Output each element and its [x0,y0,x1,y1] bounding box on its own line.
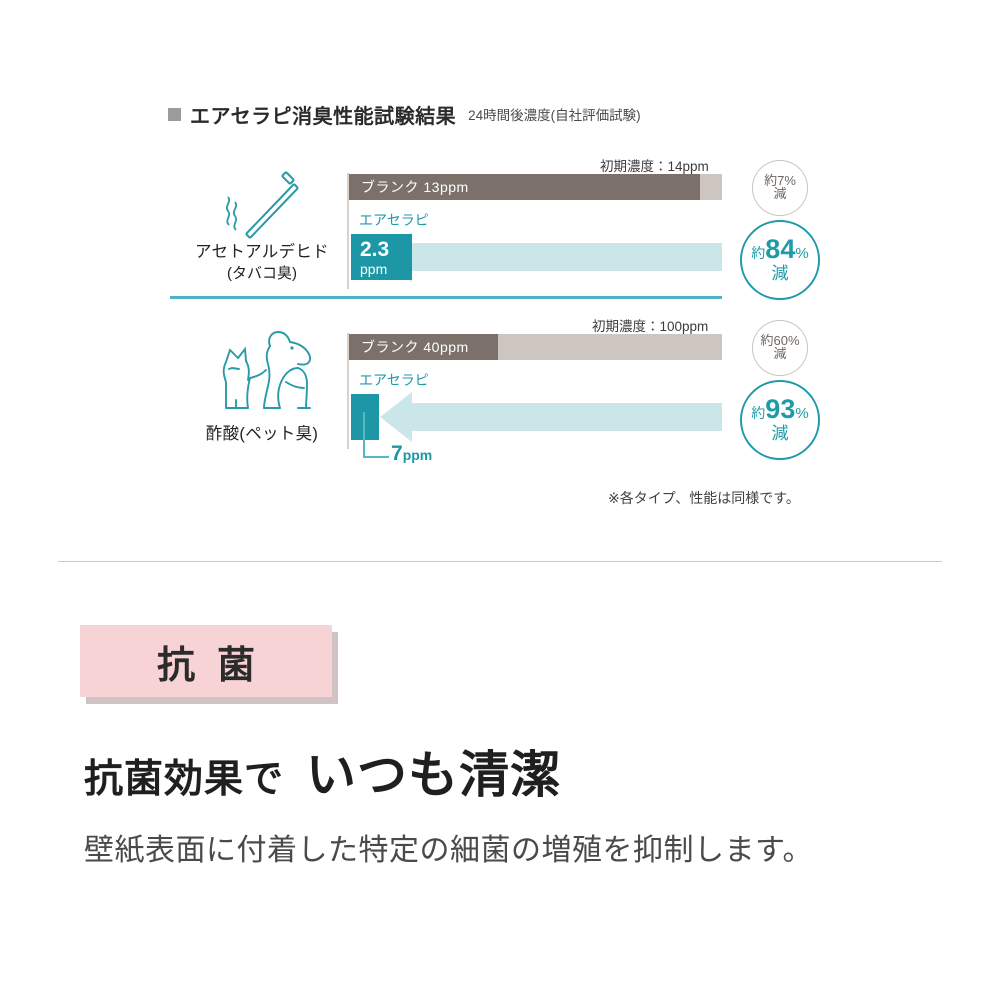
air-therapy-bar-2 [351,394,379,440]
badge-percent-air-1: % [795,244,809,262]
air-therapy-unit-1: ppm [360,261,388,277]
section-separator [58,561,942,562]
air-therapy-label-1: エアセラピ [359,212,429,228]
badge-percent-air-2: % [795,404,809,422]
air-therapy-bar-1: 2.3 ppm [351,234,412,280]
reduction-badge-blank-2: 約60% 減 [752,320,808,376]
cigarette-icon [216,168,308,245]
reduction-badge-blank-1: 約7% 減 [752,160,808,216]
antibacterial-badge-wrap: 抗菌 [80,625,338,704]
blank-bar-1: ブランク 13ppm [349,174,700,200]
antibacterial-badge-label: 抗菌 [156,644,277,687]
initial-concentration-caption-2: 初期濃度：100ppm [592,319,709,334]
axis-baseline-2 [347,333,349,449]
antibacterial-headline: 抗菌効果で いつも清潔 [84,735,561,807]
blank-bar-label-2: ブランク 40ppm [361,339,469,355]
air-therapy-value-1: 2.3 [360,238,390,261]
reduction-badge-air-2: 約93% 減 [740,380,820,460]
section-divider [170,296,722,299]
badge-value-air-1: 84 [765,233,796,264]
air-therapy-value-2: 7 [391,442,403,465]
air-therapy-unit-2: ppm [402,447,433,463]
axis-baseline-1 [347,173,349,289]
deodorize-heading: エアセラピ消臭性能試験結果 24時間後濃度(自社評価試験) [168,100,641,129]
row-label-sub-1: (タバコ臭) [227,265,297,282]
blank-bar-2: ブランク 40ppm [349,334,498,360]
badge-percent-blank-2: 約60% [760,332,800,348]
initial-concentration-caption-1: 初期濃度：14ppm [600,159,709,174]
deodorize-title: エアセラピ消臭性能試験結果 [190,106,457,128]
badge-suffix-air-1: 減 [771,263,789,283]
badge-prefix-air-2: 約 [751,404,766,421]
badge-percent-blank-1: 約7% [764,172,796,188]
cat-dog-icon [196,322,321,423]
row-label-main-2: 酢酸(ペット臭) [205,425,319,443]
reduction-arrow-2 [380,392,722,442]
antibacterial-description: 壁紙表面に付着した特定の細菌の増殖を抑制します。 [84,834,813,867]
badge-suffix-air-2: 減 [771,423,789,443]
headline-small: 抗菌効果で [84,758,285,801]
headline-large: いつも清潔 [306,747,562,803]
row-label-2: 酢酸(ペット臭) [178,420,346,444]
deodorize-subtitle: 24時間後濃度(自社評価試験) [468,108,641,123]
reduction-badge-air-1: 約84% 減 [740,220,820,300]
air-therapy-label-2: エアセラピ [359,372,429,388]
row-label-1: アセトアルデヒド (タバコ臭) [178,238,346,283]
antibacterial-badge: 抗菌 [80,625,332,697]
square-bullet-icon [168,108,181,121]
row-label-main-1: アセトアルデヒド [195,243,329,261]
reduction-arrow-1 [380,232,722,282]
badge-suffix-blank-1: 減 [773,186,787,202]
badge-value-air-2: 93 [765,393,796,424]
deodorize-chart: 初期濃度：14ppm ブランク 13ppm エアセラピ 2.3 ppm 約7% … [170,159,820,506]
blank-bar-label-1: ブランク 13ppm [361,179,469,195]
badge-prefix-air-1: 約 [751,244,766,261]
chart-footnote: ※各タイプ、性能は同様です。 [608,490,800,506]
value-callout-2: 7ppm [363,412,483,472]
badge-suffix-blank-2: 減 [773,346,787,362]
